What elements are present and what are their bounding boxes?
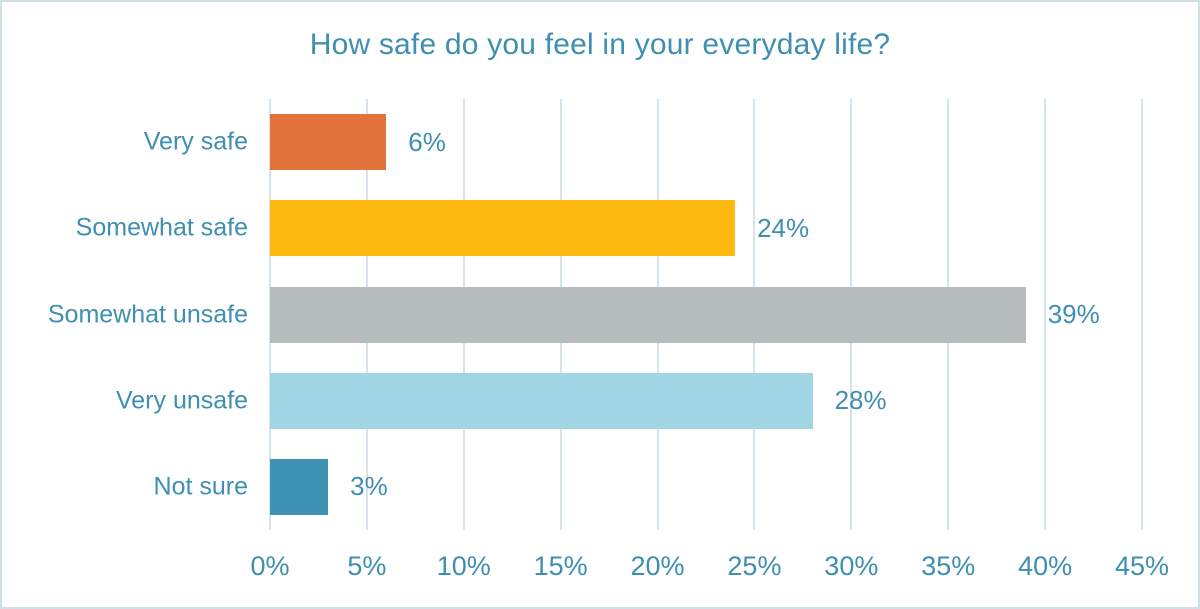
chart-title: How safe do you feel in your everyday li…	[309, 28, 891, 61]
value-label: 3%	[350, 471, 388, 502]
value-label: 39%	[1047, 299, 1100, 329]
category-label-very-safe: Very safe	[143, 127, 248, 156]
value-label: 28%	[834, 385, 887, 416]
bar-very-safe	[270, 114, 387, 171]
gridline	[1044, 99, 1047, 530]
x-tick-label: 30%	[824, 551, 879, 581]
category-label-somewhat-safe: Somewhat safe	[75, 213, 248, 242]
x-tick-label: 25%	[727, 551, 782, 581]
category-label-very-unsafe: Very unsafe	[115, 386, 248, 415]
x-tick-label: 35%	[921, 551, 976, 581]
x-tick-label: 20%	[630, 551, 685, 581]
x-tick-label: 40%	[1018, 551, 1073, 581]
x-tick-label: 15%	[533, 551, 588, 581]
bar-row: 39%	[270, 271, 1142, 357]
category-label-somewhat-unsafe: Somewhat unsafe	[47, 300, 248, 328]
value-label: 6%	[408, 126, 446, 157]
x-tick-label: 0%	[250, 551, 290, 581]
plot-area: 6% 24% 39% 28% 3%	[269, 99, 1143, 530]
bar-rows: 6% 24% 39% 28% 3%	[270, 99, 1142, 530]
bar-row: 28%	[270, 358, 1142, 444]
bar-somewhat-safe	[270, 200, 736, 257]
bar-not-sure	[270, 458, 329, 515]
category-label-not-sure: Not sure	[153, 472, 248, 501]
bar-very-unsafe	[270, 372, 813, 429]
bar-somewhat-unsafe	[270, 286, 1026, 343]
bar-row: 24%	[270, 185, 1142, 271]
bar-row: 6%	[270, 99, 1142, 185]
x-tick-label: 5%	[347, 551, 387, 581]
value-label: 24%	[757, 212, 810, 243]
gridline	[1141, 99, 1143, 530]
bar-row: 3%	[270, 444, 1142, 530]
x-tick-label: 45%	[1114, 551, 1170, 581]
x-tick-label: 10%	[436, 551, 491, 581]
